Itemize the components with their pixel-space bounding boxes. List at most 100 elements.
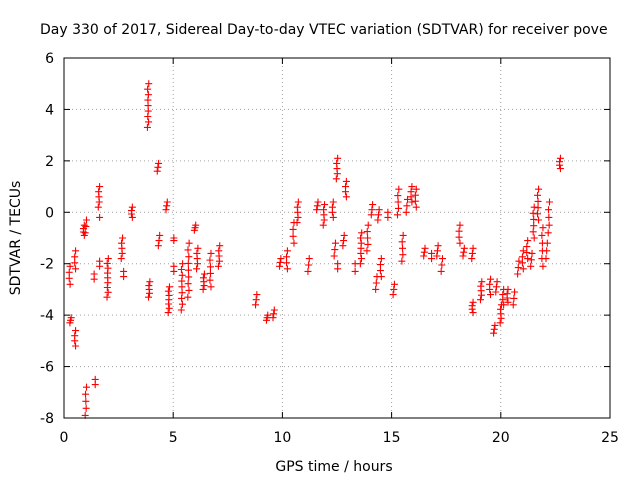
data-point: [103, 259, 111, 267]
data-point: [357, 255, 365, 263]
data-point: [529, 228, 537, 236]
data-point: [534, 204, 542, 212]
data-point: [394, 192, 402, 200]
data-point: [523, 243, 531, 251]
data-point: [394, 198, 402, 206]
data-point: [332, 175, 340, 183]
data-point: [190, 226, 198, 234]
data-point: [377, 273, 385, 281]
x-axis-label: GPS time / hours: [275, 459, 392, 475]
data-point: [503, 294, 511, 302]
data-point: [535, 185, 543, 193]
data-point: [331, 246, 339, 254]
data-point: [438, 261, 446, 269]
x-tick-label: 20: [492, 430, 510, 446]
data-point: [493, 278, 501, 286]
data-point: [313, 206, 321, 214]
data-point: [66, 319, 74, 327]
data-point: [412, 203, 420, 211]
x-tick-label: 0: [60, 430, 69, 446]
data-point: [71, 253, 79, 261]
data-point: [534, 191, 542, 199]
data-point: [120, 273, 128, 281]
x-tick-label: 5: [169, 430, 178, 446]
data-point: [146, 289, 154, 297]
data-point: [65, 274, 73, 282]
data-point: [519, 265, 527, 273]
data-point: [103, 284, 111, 291]
data-point: [214, 262, 222, 270]
data-point: [156, 231, 164, 239]
data-point: [363, 247, 371, 255]
data-point: [200, 270, 208, 278]
data-point: [154, 242, 162, 250]
data-point: [496, 319, 504, 327]
data-point: [491, 321, 499, 329]
data-point: [283, 265, 291, 273]
data-point: [90, 275, 98, 283]
y-tick-label: -2: [40, 257, 54, 273]
data-point: [262, 316, 270, 324]
data-point: [357, 234, 365, 242]
data-point: [128, 213, 136, 221]
data-point: [119, 234, 127, 242]
data-point: [334, 265, 342, 273]
data-point: [528, 249, 536, 257]
data-point: [460, 248, 468, 256]
data-point: [331, 239, 339, 247]
data-point: [412, 185, 420, 193]
data-point: [91, 381, 99, 389]
data-point: [399, 231, 407, 239]
data-point: [276, 258, 284, 266]
data-point: [363, 228, 371, 236]
data-point: [178, 294, 186, 302]
data-point: [145, 293, 153, 301]
y-axis-label: SDTVAR / TECUs: [8, 181, 24, 296]
data-point: [364, 234, 372, 242]
data-point: [207, 249, 215, 257]
data-point: [177, 266, 185, 273]
data-point: [163, 198, 171, 206]
data-layer: [65, 80, 564, 419]
data-point: [252, 301, 260, 309]
data-point: [165, 283, 173, 291]
data-point: [545, 221, 553, 229]
data-point: [177, 306, 185, 314]
data-point: [314, 198, 322, 206]
data-point: [375, 206, 383, 214]
data-point: [487, 291, 495, 299]
data-point: [468, 249, 476, 257]
data-point: [72, 342, 80, 350]
data-point: [374, 216, 382, 224]
data-point: [538, 231, 546, 239]
data-point: [358, 229, 366, 237]
data-point: [289, 232, 297, 240]
data-point: [398, 257, 406, 265]
data-point: [374, 211, 382, 219]
data-point: [524, 255, 532, 263]
data-point: [514, 270, 522, 278]
data-point: [207, 283, 215, 291]
data-point: [519, 247, 527, 255]
data-point: [184, 293, 192, 301]
data-point: [534, 197, 542, 205]
data-point: [145, 80, 153, 88]
data-point: [155, 159, 163, 167]
data-point: [215, 257, 223, 265]
data-point: [304, 267, 312, 275]
data-point: [402, 208, 410, 216]
data-point: [469, 244, 477, 252]
data-point: [364, 240, 372, 248]
data-point: [329, 198, 337, 206]
data-point: [340, 237, 348, 245]
data-point: [455, 233, 463, 241]
data-point: [377, 255, 385, 263]
data-point: [277, 255, 285, 263]
data-point: [511, 288, 519, 296]
data-point: [163, 202, 171, 210]
data-point: [394, 204, 402, 212]
data-point: [319, 221, 327, 229]
x-tick-label: 15: [383, 430, 401, 446]
data-point: [518, 259, 526, 267]
data-point: [342, 188, 350, 196]
